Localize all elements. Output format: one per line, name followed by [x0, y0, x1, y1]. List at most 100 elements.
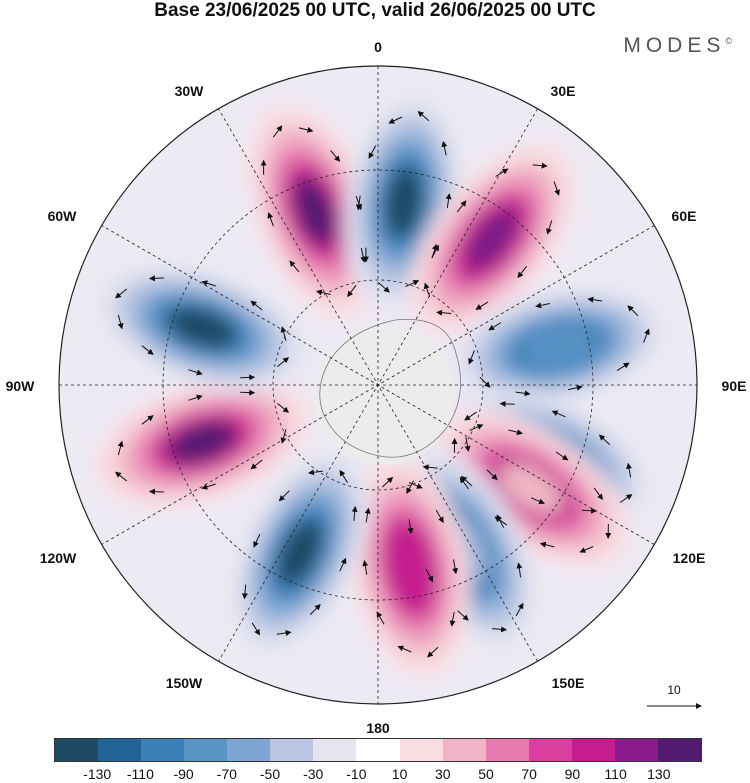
wind-vector: [464, 411, 477, 421]
anomaly-lobe-10: [94, 377, 311, 508]
wind-vector: [508, 429, 523, 436]
wind-vector: [417, 110, 430, 122]
wind-vector: [339, 557, 347, 572]
wind-vector: [436, 309, 452, 316]
wind-vector: [551, 410, 566, 418]
anomaly-lobe-9: [229, 448, 371, 658]
wind-vector: [488, 322, 502, 331]
wind-vector: [378, 282, 390, 293]
wind-vector: [368, 145, 377, 159]
wind-vector: [115, 471, 128, 482]
colorbar-tick-label: 50: [478, 766, 494, 782]
colorbar-tick-label: -50: [259, 766, 281, 782]
lon-label-120e: 120E: [673, 550, 706, 566]
wind-vector: [240, 389, 256, 396]
anomaly-lobe-11: [94, 262, 311, 393]
wind-vector: [188, 394, 203, 401]
wind-vector: [405, 280, 420, 288]
wind-vector: [339, 469, 348, 483]
wind-vector: [479, 376, 491, 388]
wind-vector: [486, 469, 498, 481]
wind-vector: [581, 507, 597, 514]
wind-vector: [330, 150, 341, 162]
lon-label-30w: 30W: [175, 83, 205, 99]
wind-vector: [241, 584, 248, 600]
wind-vector: [469, 424, 484, 431]
wind-vector: [567, 384, 583, 391]
figure-title: Base 23/06/2025 00 UTC, valid 26/06/2025…: [154, 0, 596, 21]
wind-vector: [475, 301, 489, 310]
colorbar-bin: [227, 739, 271, 761]
map-disc: [59, 66, 697, 704]
wind-vector: [117, 314, 124, 330]
colorbar-ticks: -130 -110 -90 -70 -50 -30 -10 10 30 50 70 90 110 130: [54, 766, 702, 783]
anomaly-contour: [384, 166, 423, 238]
wind-vector: [315, 289, 331, 296]
copyright-mark: ©: [725, 36, 732, 46]
wind-vector: [397, 645, 412, 653]
anomaly-lobe-1: [248, 104, 382, 319]
brand-logo: MODES©: [623, 34, 732, 58]
wind-vector: [431, 243, 438, 259]
anomaly-lobe-6: [433, 409, 630, 568]
anomaly-contour: [523, 326, 595, 367]
wind-vector: [280, 326, 287, 341]
colorbar-tick-label: 90: [564, 766, 581, 782]
antarctic-coastline: [319, 318, 461, 458]
wind-vector: [276, 630, 292, 636]
wind-vector: [148, 275, 164, 282]
wind-vector: [277, 403, 290, 413]
wind-vector: [278, 490, 290, 502]
wind-vector: [587, 296, 603, 303]
wind-vector: [449, 611, 456, 627]
wind-vector: [351, 505, 358, 521]
wind-vector: [360, 247, 367, 263]
colorbar-tick-label: -10: [346, 766, 367, 782]
anomaly-field: [94, 90, 670, 678]
anomaly-lobe-4: [448, 285, 670, 408]
colorbar-bin: [313, 739, 357, 761]
colorbar-bin: [98, 739, 142, 761]
wind-vector: [347, 284, 357, 298]
wind-vector: [516, 562, 523, 578]
colorbar-bin: [184, 739, 228, 761]
colorbar-bin: [270, 739, 314, 761]
colorbar-bin: [141, 739, 185, 761]
wind-vector: [546, 220, 553, 235]
wind-vector: [267, 212, 274, 227]
wind-vector: [308, 469, 323, 476]
wind-vector: [148, 488, 164, 495]
wind-vector: [364, 507, 371, 523]
wind-vector: [499, 400, 515, 407]
wind-vector: [598, 434, 611, 446]
colorbar-bin: [442, 739, 486, 761]
wind-vector: [532, 162, 548, 169]
brand-name: MODES: [623, 34, 726, 57]
colorbar-tick-label: 10: [391, 766, 408, 782]
wind-vector: [201, 483, 216, 490]
wind-vector: [515, 390, 531, 397]
wind-vector: [289, 260, 300, 273]
wind-vector: [141, 345, 154, 355]
wind-vector: [517, 265, 527, 279]
wind-vector: [464, 437, 471, 452]
lon-label-0: 0: [374, 39, 382, 55]
colorbar-tick-label: 130: [647, 766, 671, 782]
wind-vector: [530, 497, 545, 505]
anomaly-contour: [499, 463, 563, 514]
wind-vector: [445, 193, 452, 208]
wind-vector: [309, 603, 321, 615]
wind-vector: [468, 350, 475, 365]
colorbar-tick-label: -90: [173, 766, 194, 782]
lon-label-150e: 150E: [552, 675, 585, 691]
anomaly-contour: [390, 531, 430, 603]
colorbar-tick-label: -30: [303, 766, 324, 782]
wind-vector: [407, 519, 414, 535]
colorbar: [54, 738, 702, 762]
wind-vector: [362, 560, 369, 575]
colorbar-bin: [485, 739, 529, 761]
wind-vector: [492, 626, 508, 633]
colorbar-tick-label: 70: [521, 766, 537, 782]
colorbar-bin: [657, 739, 701, 761]
wind-vector: [643, 328, 650, 343]
